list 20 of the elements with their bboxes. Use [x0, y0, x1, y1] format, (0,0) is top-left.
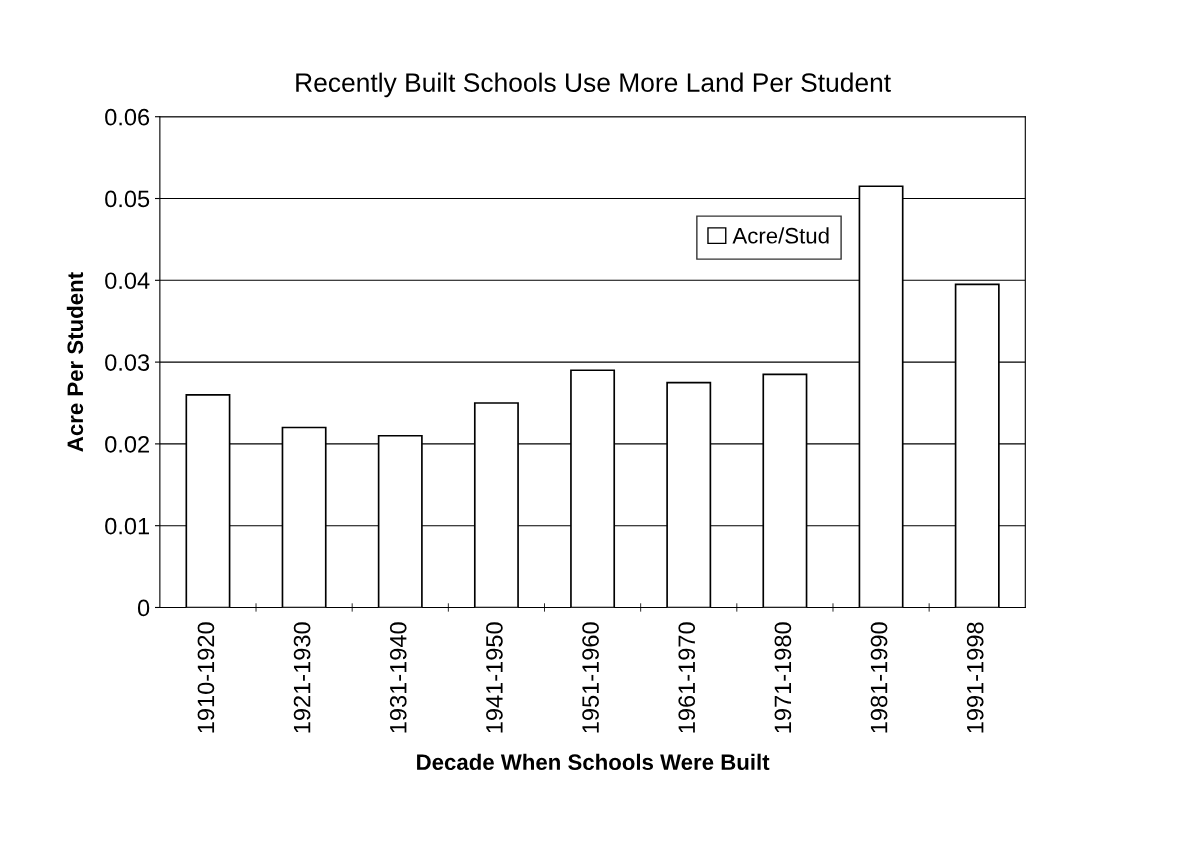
x-tick-label: 1910-1920 [197, 622, 215, 733]
legend-label: Acre/Stud [732, 227, 829, 244]
y-tick-label: 0 [137, 599, 150, 617]
x-tick-label: 1971-1980 [774, 622, 792, 733]
x-tick-label: 1921-1930 [293, 622, 311, 733]
x-axis-title: Decade When Schools Were Built [417, 753, 770, 771]
y-tick-label: 0.03 [105, 354, 150, 371]
x-tick-label: 1931-1940 [389, 622, 407, 733]
x-tick-label: 1951-1960 [582, 622, 599, 733]
y-tick-label: 0.06 [105, 108, 150, 126]
x-tick-label: 1991-1998 [966, 622, 984, 733]
y-tick-label: 0.04 [105, 272, 150, 290]
x-tick-label: 1941-1950 [486, 622, 503, 733]
y-axis-title: Acre Per Student [66, 272, 84, 452]
y-tick-label: 0.05 [105, 190, 150, 208]
x-tick-label: 1981-1990 [870, 622, 888, 733]
x-tick-label: 1961-1970 [678, 622, 696, 733]
y-tick-label: 0.02 [105, 435, 149, 453]
y-tick-label: 0.01 [105, 517, 149, 535]
chart-title: Recently Built Schools Use More Land Per Student [296, 72, 891, 98]
